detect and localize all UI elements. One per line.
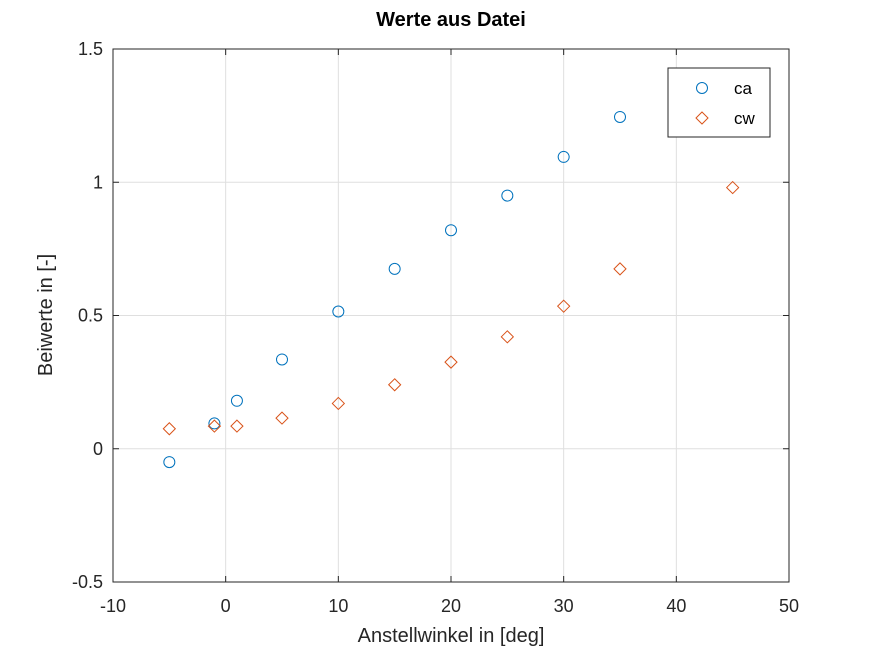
chart-title: Werte aus Datei	[376, 9, 526, 31]
data-point-cw	[387, 378, 402, 392]
x-tick-label: 50	[779, 596, 799, 616]
data-point-ca	[445, 224, 457, 237]
data-point-cw	[207, 419, 222, 433]
data-point-ca	[276, 353, 288, 366]
legend-marker-ca	[696, 82, 708, 94]
x-tick-label: 30	[554, 596, 574, 616]
y-tick-label: 0	[93, 439, 103, 459]
data-point-ca	[332, 305, 345, 318]
data-point-cw	[230, 419, 244, 433]
data-point-ca	[388, 262, 401, 275]
data-point-ca	[557, 150, 570, 163]
data-point-cw	[275, 411, 289, 425]
axis-ticks: -10 0 10 20 30 40 50 -0.5 0 0.5 1 1.5	[72, 39, 799, 616]
legend-label-ca: ca	[734, 79, 753, 98]
x-tick-label: -10	[100, 596, 126, 616]
x-tick-label: 20	[441, 596, 461, 616]
grid-lines	[113, 49, 789, 582]
data-point-ca	[501, 189, 514, 202]
data-markers	[162, 110, 740, 469]
x-tick-label: 40	[666, 596, 686, 616]
data-point-cw	[500, 330, 515, 344]
data-point-cw	[331, 396, 346, 411]
data-point-cw	[444, 355, 458, 369]
legend-box	[667, 67, 771, 138]
data-point-cw	[162, 422, 177, 436]
y-axis-title: Beiwerte in [-]	[35, 254, 57, 376]
legend-label-cw: cw	[734, 109, 756, 128]
y-tick-label: 0.5	[78, 306, 103, 326]
x-tick-label: 10	[328, 596, 348, 616]
data-point-cw	[556, 299, 571, 313]
data-point-ca	[208, 417, 221, 430]
data-point-ca	[230, 394, 243, 407]
y-tick-label: 1	[93, 172, 103, 192]
x-axis-title: Anstellwinkel in [deg]	[358, 625, 545, 647]
legend: ca cw	[667, 67, 771, 138]
y-tick-label: 1.5	[78, 39, 103, 59]
data-point-ca	[163, 456, 176, 469]
x-tick-label: 0	[221, 596, 231, 616]
data-point-cw	[613, 262, 627, 276]
data-point-cw	[725, 180, 740, 195]
legend-marker-cw	[695, 111, 709, 125]
y-tick-label: -0.5	[72, 572, 103, 592]
data-point-ca	[614, 110, 626, 123]
